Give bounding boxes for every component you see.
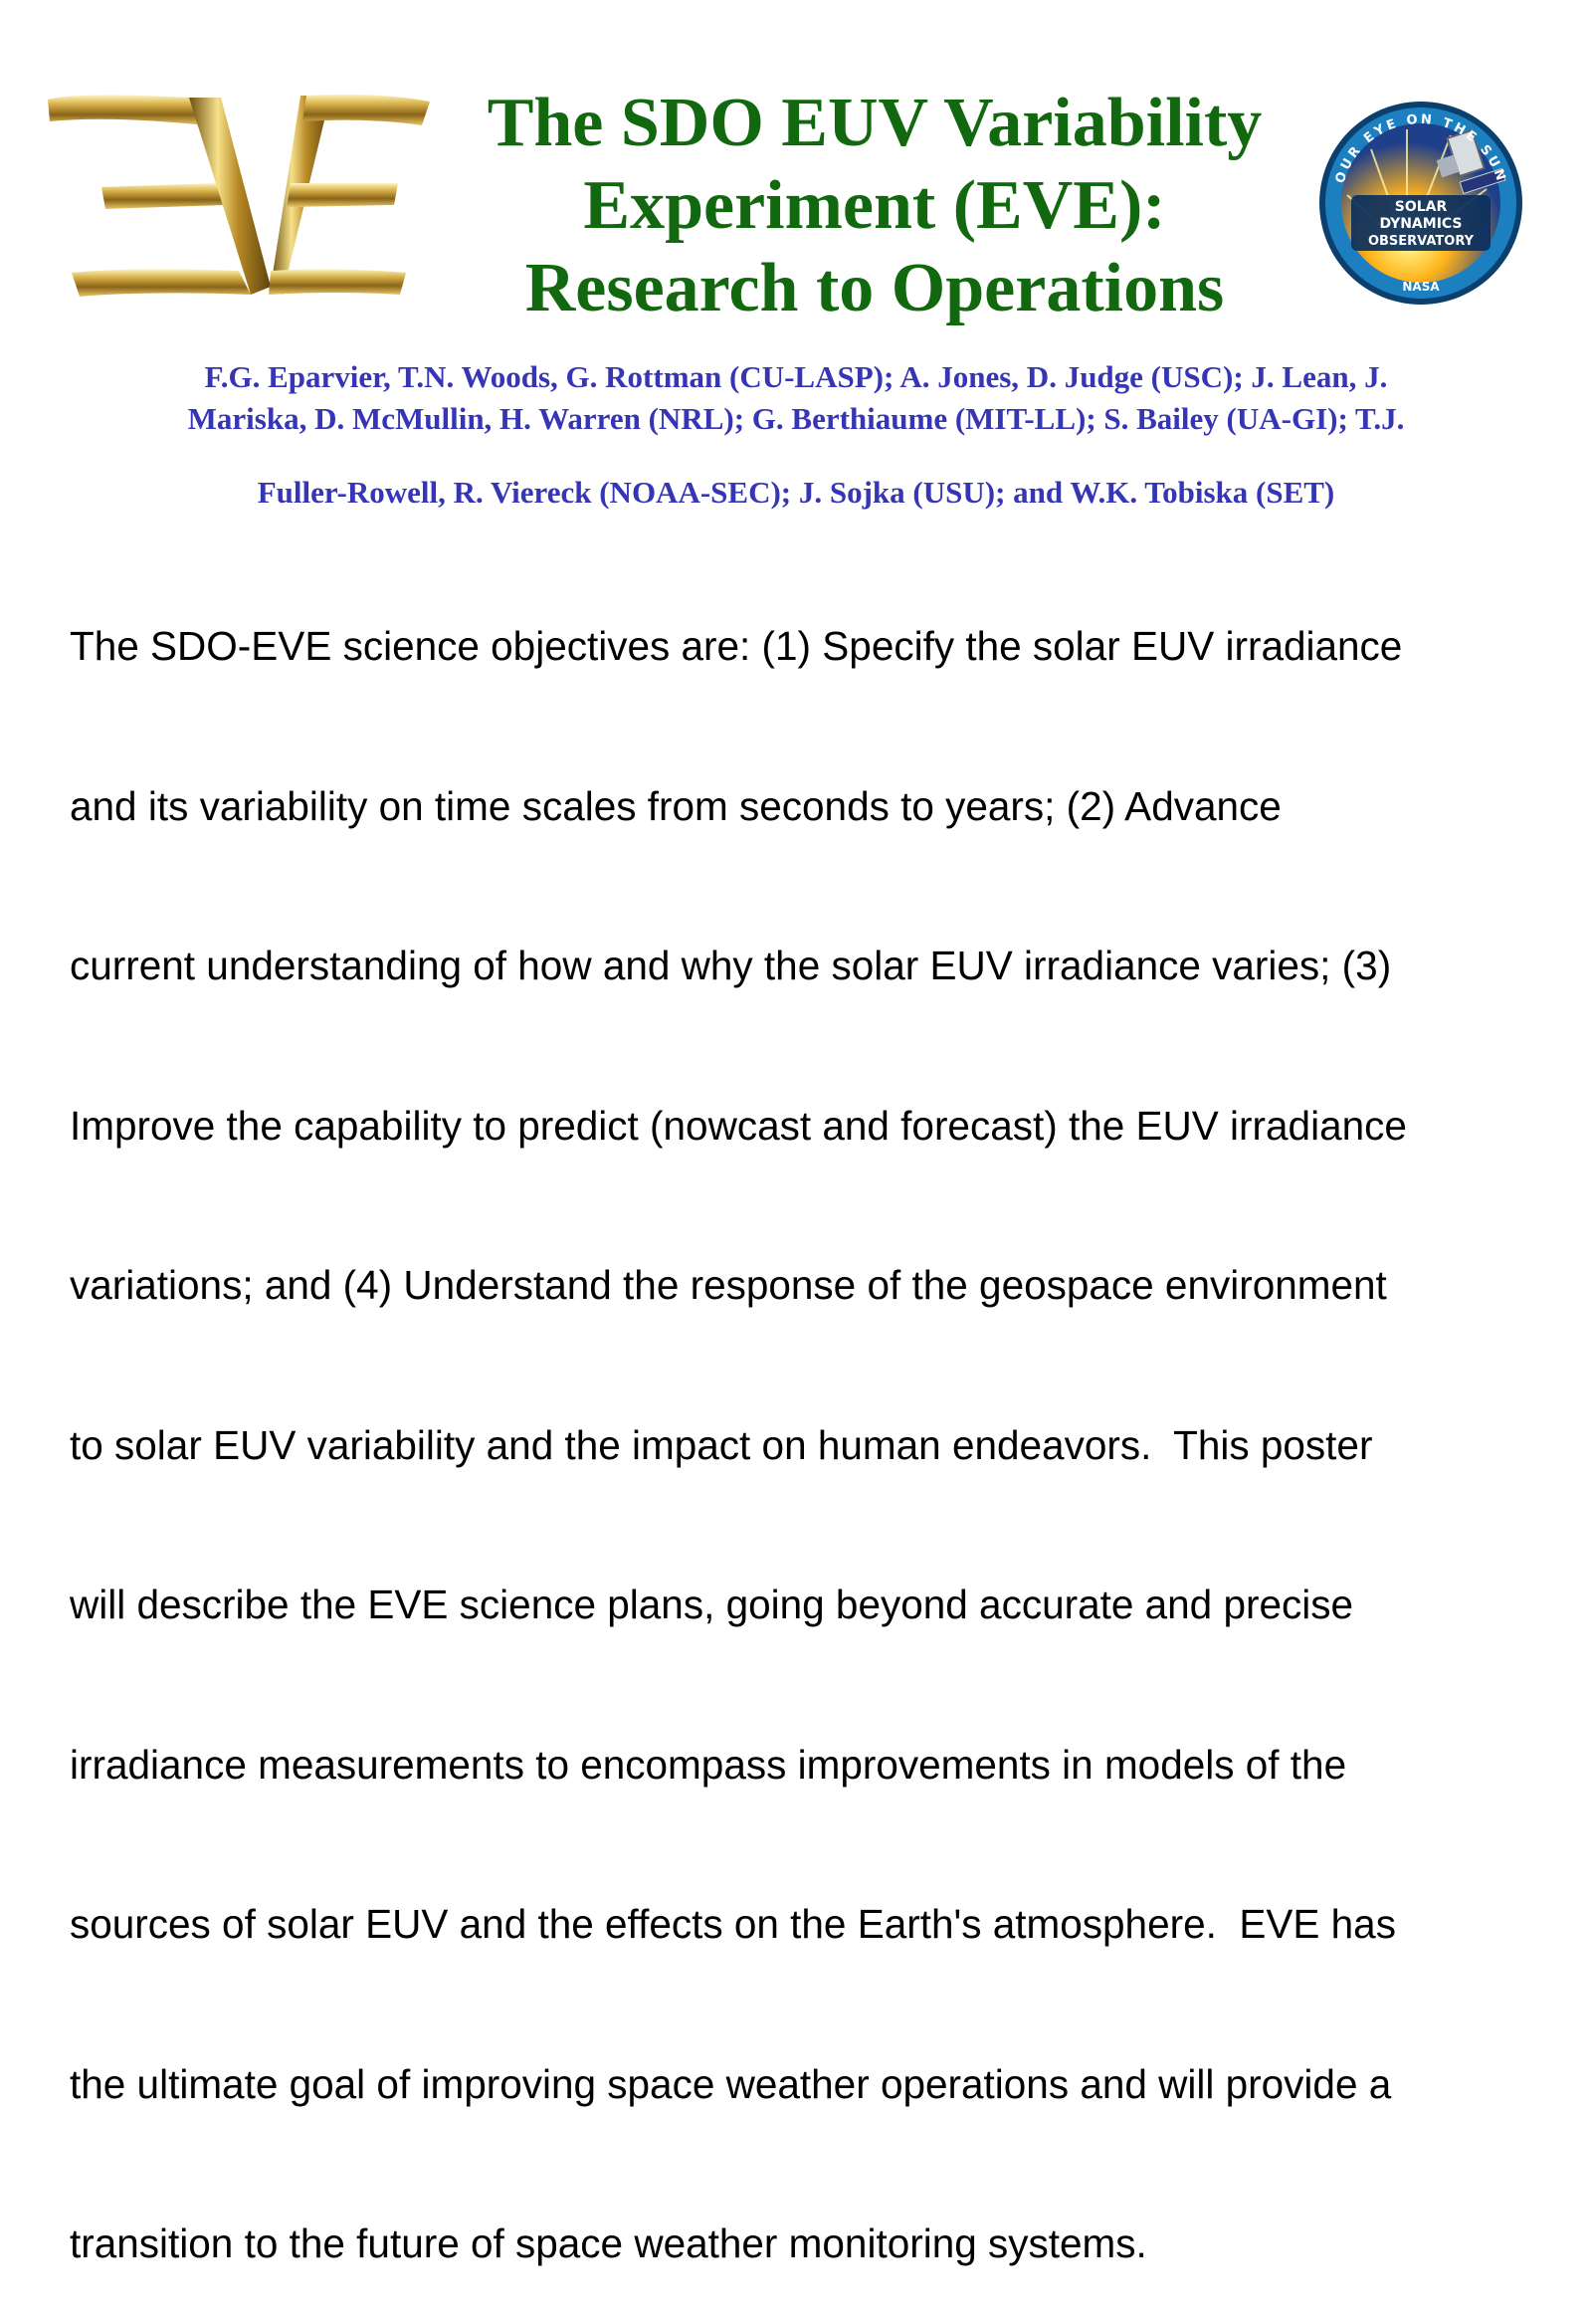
abstract-line: will describe the EVE science plans, goi… xyxy=(70,1582,1354,1627)
sdo-mission-patch-icon: SOLAR DYNAMICS OBSERVATORY OUR EYE ON TH… xyxy=(1319,102,1522,305)
abstract-line: the ultimate goal of improving space wea… xyxy=(70,2060,1392,2107)
sdo-ring-bottom-text: NASA xyxy=(1402,280,1440,294)
author-list: F.G. Eparvier, T.N. Woods, G. Rottman (C… xyxy=(60,356,1532,514)
author-line-2: Mariska, D. McMullin, H. Warren (NRL); G… xyxy=(187,401,1405,436)
abstract-line: sources of solar EUV and the effects on … xyxy=(70,1901,1396,1947)
eve-logo xyxy=(40,92,438,301)
title-line-3: Research to Operations xyxy=(524,250,1225,326)
abstract-line: current understanding of how and why the… xyxy=(70,943,1392,988)
sdo-center-line-1: SOLAR xyxy=(1395,199,1448,215)
sdo-center-line-2: DYNAMICS xyxy=(1379,216,1462,232)
poster-title: The SDO EUV Variability Experiment (EVE)… xyxy=(438,82,1311,329)
sdo-center-line-3: OBSERVATORY xyxy=(1368,234,1475,249)
eve-gold-logo-icon xyxy=(48,94,430,297)
title-line-1: The SDO EUV Variability xyxy=(487,85,1263,161)
abstract-line: transition to the future of space weathe… xyxy=(70,2220,1147,2266)
abstract-line: irradiance measurements to encompass imp… xyxy=(70,1741,1347,1788)
abstract-text: The SDO-EVE science objectives are: (1) … xyxy=(70,514,1542,2324)
abstract-line: and its variability on time scales from … xyxy=(70,782,1282,829)
sdo-logo: SOLAR DYNAMICS OBSERVATORY OUR EYE ON TH… xyxy=(1311,100,1542,309)
author-line-3: Fuller-Rowell, R. Viereck (NOAA-SEC); J.… xyxy=(257,475,1335,510)
title-line-2: Experiment (EVE): xyxy=(583,167,1166,244)
abstract-line: to solar EUV variability and the impact … xyxy=(70,1421,1373,1468)
abstract-line: The SDO-EVE science objectives are: (1) … xyxy=(70,623,1403,669)
abstract-line: Improve the capability to predict (nowca… xyxy=(70,1102,1407,1149)
abstract-line: variations; and (4) Understand the respo… xyxy=(70,1262,1387,1308)
author-line-1: F.G. Eparvier, T.N. Woods, G. Rottman (C… xyxy=(204,359,1388,394)
